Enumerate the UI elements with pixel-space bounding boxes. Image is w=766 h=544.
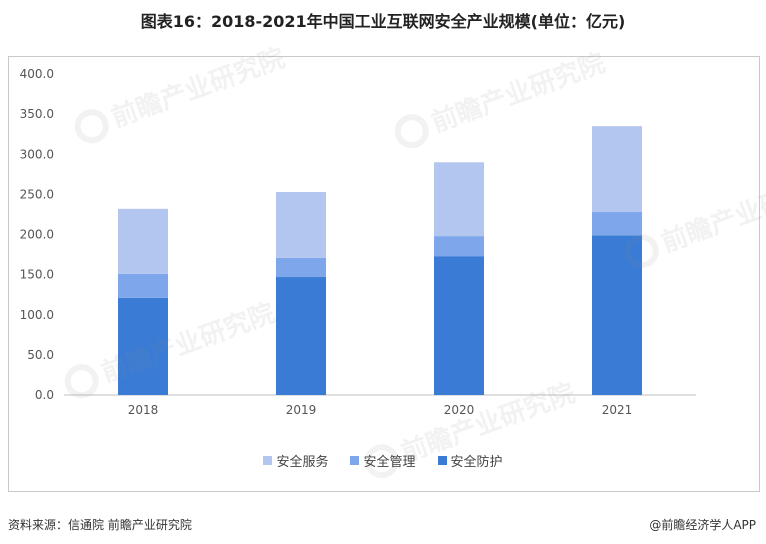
y-tick-label: 350.0 bbox=[20, 107, 54, 121]
y-tick-label: 50.0 bbox=[27, 348, 54, 362]
y-tick-label: 0.0 bbox=[35, 388, 54, 402]
y-tick-label: 200.0 bbox=[20, 228, 54, 242]
legend-item: 安全管理 bbox=[350, 451, 416, 470]
bar-segment bbox=[276, 257, 326, 278]
chart-title: 图表16：2018-2021年中国工业互联网安全产业规模(单位：亿元) bbox=[140, 12, 626, 31]
legend-item: 安全防护 bbox=[437, 451, 503, 470]
legend-label: 安全防护 bbox=[450, 455, 503, 470]
legend-swatch bbox=[437, 456, 447, 465]
legend-label: 安全管理 bbox=[363, 455, 416, 470]
x-tick-label: 2018 bbox=[128, 403, 159, 417]
bar-segment bbox=[118, 297, 168, 395]
brand-credit: @前瞻经济学人APP bbox=[649, 518, 756, 532]
legend-swatch bbox=[263, 456, 273, 465]
bar-segment bbox=[592, 212, 642, 236]
x-tick-label: 2021 bbox=[602, 403, 633, 417]
source-note: 资料来源：信通院 前瞻产业研究院 bbox=[8, 518, 192, 532]
x-tick-label: 2019 bbox=[286, 403, 317, 417]
bar-segment bbox=[434, 236, 484, 257]
bar-segment bbox=[118, 273, 168, 298]
legend-label: 安全服务 bbox=[276, 455, 329, 470]
x-tick-label: 2020 bbox=[444, 403, 475, 417]
y-tick-label: 150.0 bbox=[20, 268, 54, 282]
y-tick-label: 100.0 bbox=[20, 308, 54, 322]
bar-segment bbox=[592, 235, 642, 395]
bar-segment bbox=[434, 162, 484, 237]
legend-swatch bbox=[350, 456, 360, 465]
bar-segment bbox=[118, 208, 168, 274]
bar-segment bbox=[592, 126, 642, 213]
legend-item: 安全服务 bbox=[263, 451, 328, 470]
chart-legend: 安全服务 安全管理 安全防护 bbox=[0, 451, 766, 470]
y-tick-label: 300.0 bbox=[20, 147, 54, 161]
bar-segment bbox=[276, 191, 326, 258]
y-tick-label: 250.0 bbox=[20, 187, 54, 201]
bar-segment bbox=[434, 256, 484, 395]
bar-segment bbox=[276, 277, 326, 395]
y-tick-label: 400.0 bbox=[20, 67, 54, 81]
chart-frame bbox=[8, 56, 760, 492]
